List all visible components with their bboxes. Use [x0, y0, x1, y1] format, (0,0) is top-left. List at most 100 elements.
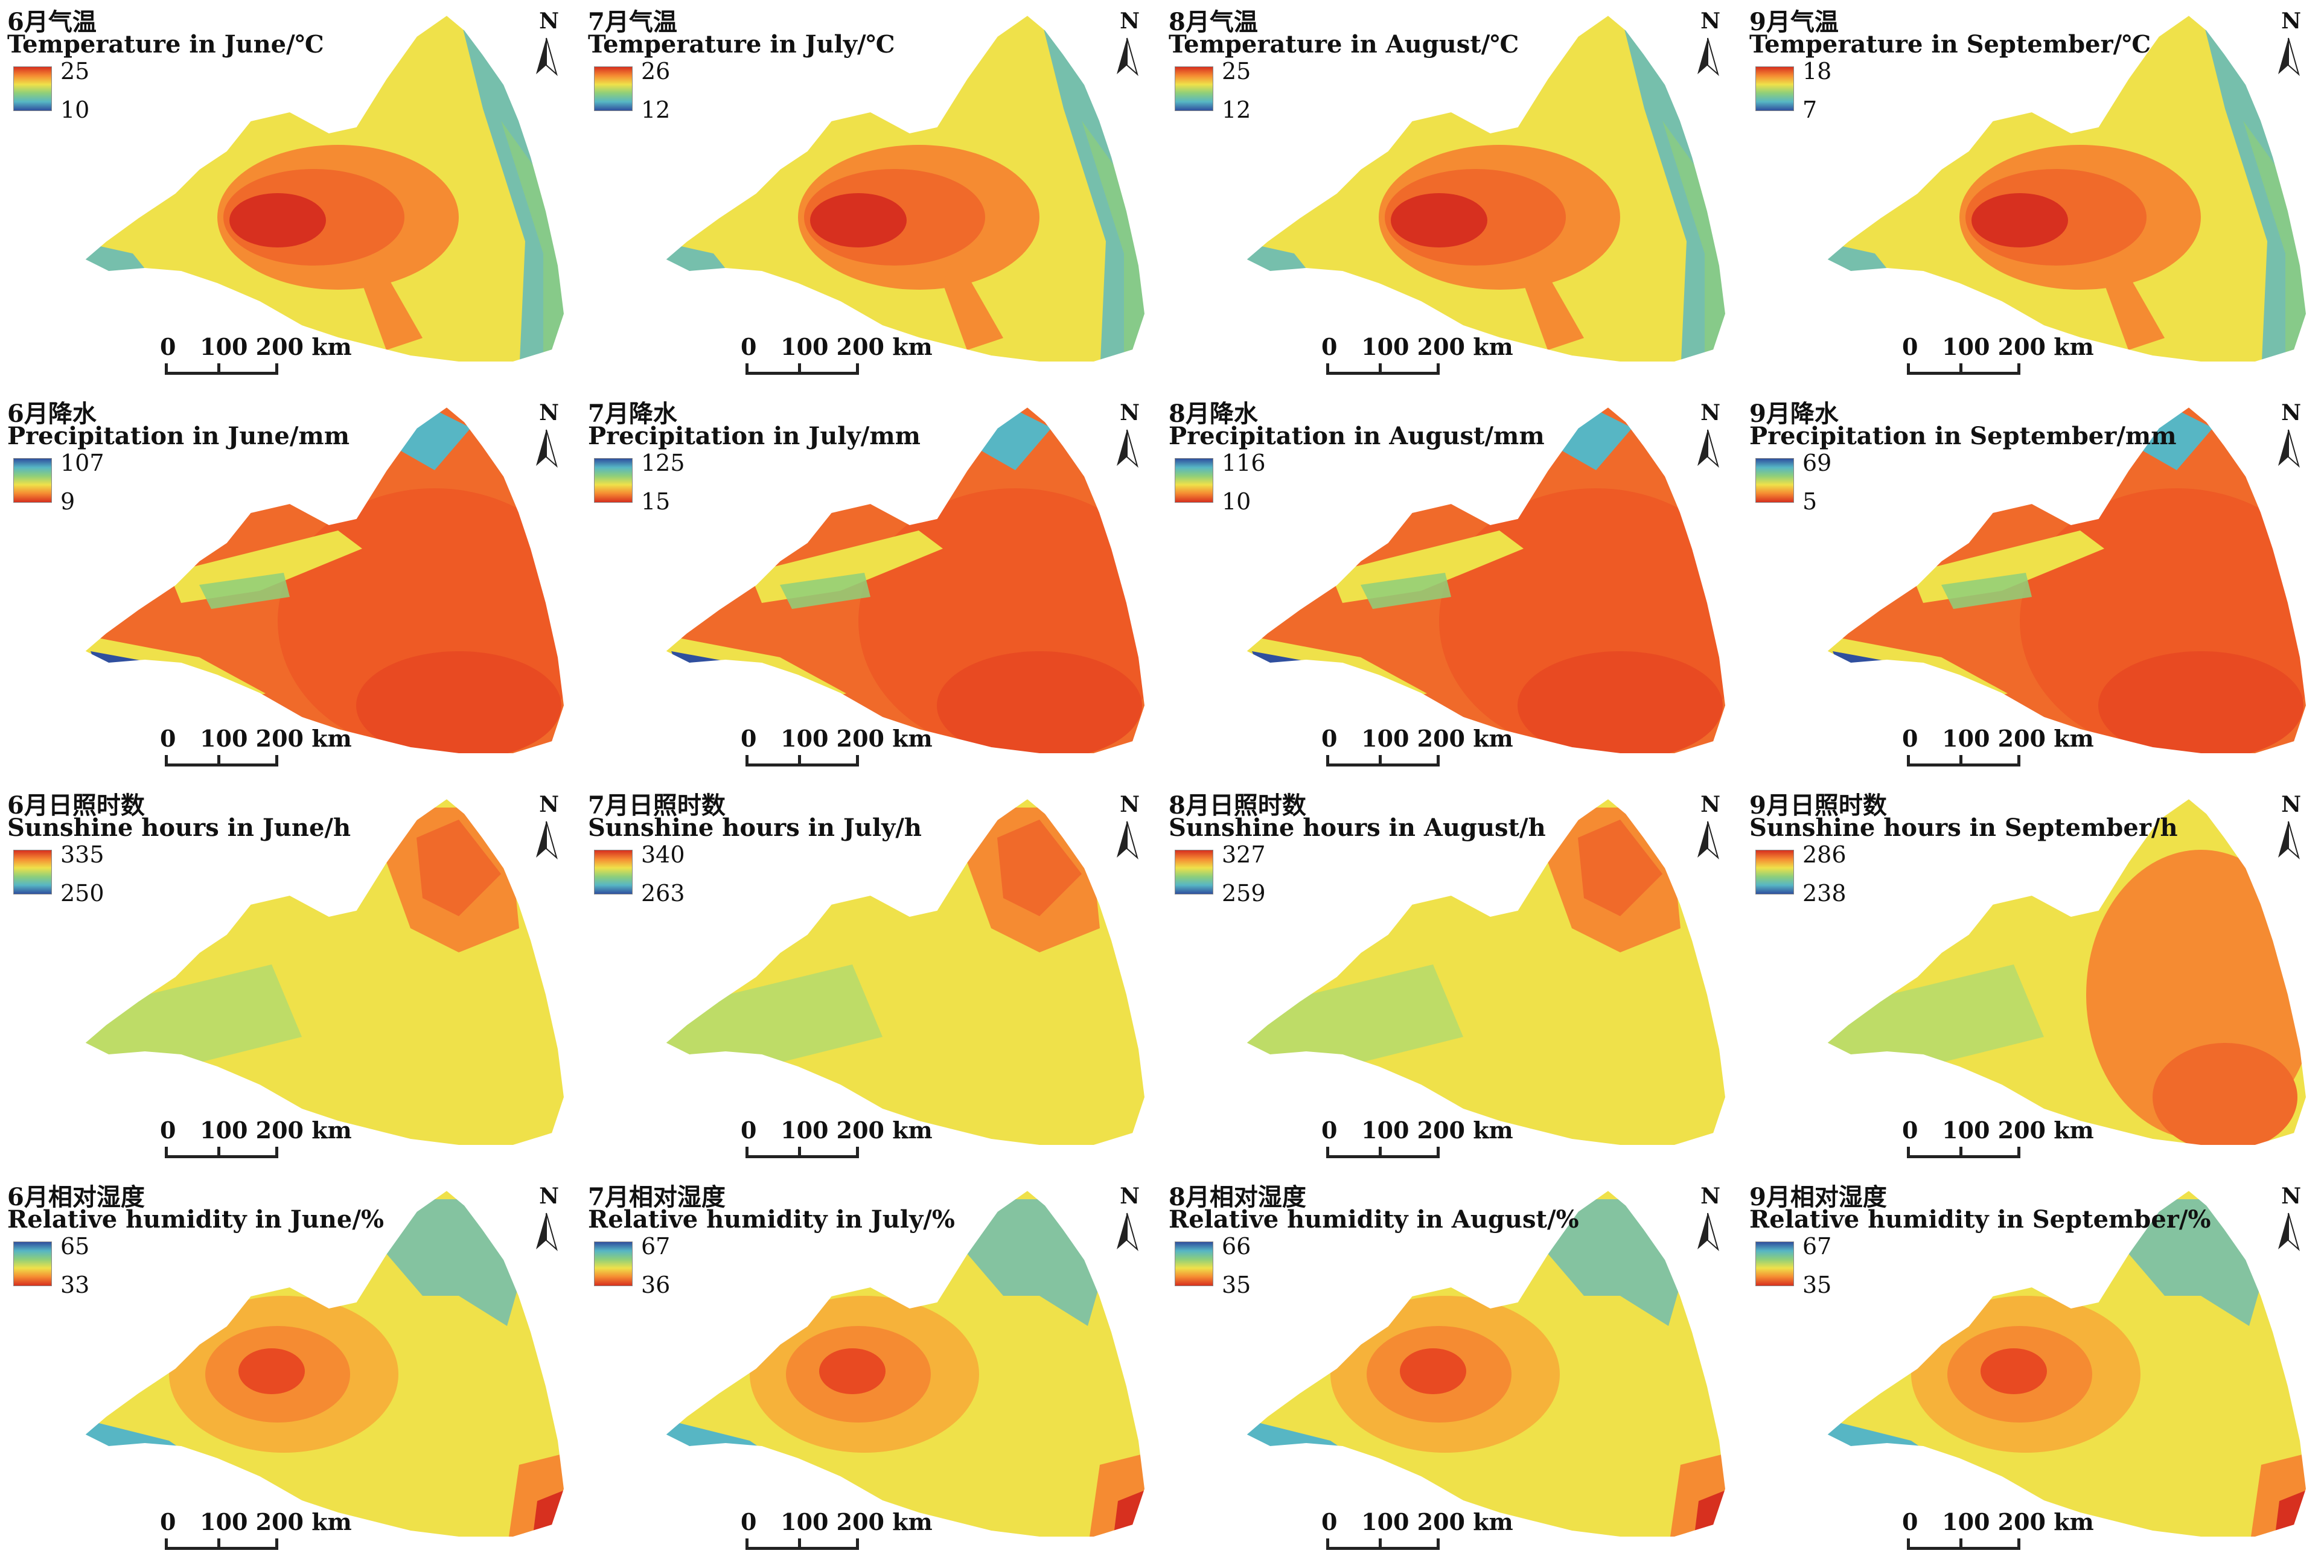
legend-min-value: 10 [60, 97, 90, 123]
panel-title-cn: 8月相对湿度 [1169, 1183, 1306, 1211]
scale-bar-tick [1379, 1538, 1382, 1547]
scale-bar-line [165, 1538, 278, 1550]
scale-bar-line [1907, 1147, 2020, 1158]
legend-min-value: 12 [1222, 97, 1251, 123]
scale-bar: 0 100 200 km [160, 1117, 352, 1165]
region-map [664, 797, 1146, 1146]
north-arrow-icon [1117, 37, 1138, 77]
scale-bar-tick [798, 1538, 801, 1547]
scale-bar-label: 0 100 200 km [1321, 333, 1513, 360]
legend-color-ramp [594, 66, 633, 111]
legend-min-value: 259 [1222, 880, 1266, 907]
legend-min-value: 35 [1222, 1272, 1251, 1298]
north-label: N [2281, 400, 2301, 425]
map-panel-precipitation-3: 8月降水 Precipitation in August/mm 116 10 N 0 10… [1161, 392, 1742, 783]
north-arrow-icon [536, 821, 558, 860]
legend-color-ramp [1175, 850, 1213, 894]
scale-bar: 0 100 200 km [741, 1117, 933, 1165]
panel-title-cn: 8月日照时数 [1169, 791, 1306, 820]
north-arrow-icon [1697, 37, 1719, 77]
legend-max-value: 69 [1802, 450, 1832, 476]
map-panel-humidity-3: 8月相对湿度 Relative humidity in August/% 66 35 N… [1161, 1175, 1742, 1567]
region-map [1825, 406, 2308, 754]
scale-bar: 0 100 200 km [1902, 1117, 2094, 1165]
legend-min-value: 7 [1802, 97, 1818, 123]
panel-title-en: Temperature in June/℃ [7, 30, 324, 59]
region-map [1245, 406, 1727, 754]
panel-title-en: Temperature in July/℃ [588, 30, 895, 59]
north-label: N [539, 1184, 559, 1209]
panel-title-cn: 9月相对湿度 [1749, 1183, 1887, 1211]
scale-bar-tick [1379, 363, 1382, 372]
map-panel-sunshine-3: 8月日照时数 Sunshine hours in August/h 327 259 N 0… [1161, 783, 1742, 1175]
legend-min-value: 10 [1222, 488, 1251, 515]
legend-min-value: 263 [641, 880, 685, 907]
map-panel-precipitation-1: 6月降水 Precipitation in June/mm 107 9 N 0 100 2… [0, 392, 581, 783]
scale-bar-line [165, 755, 278, 766]
panel-title-cn: 8月气温 [1169, 8, 1258, 36]
scale-bar-tick [798, 363, 801, 372]
legend-max-value: 18 [1802, 58, 1832, 84]
map-panel-temperature-2: 7月气温 Temperature in July/℃ 26 12 N 0 100 200 … [581, 0, 1161, 392]
panel-title-cn: 6月相对湿度 [7, 1183, 145, 1211]
legend-min-value: 12 [641, 97, 671, 123]
legend-min-value: 238 [1802, 880, 1847, 907]
panel-title-en: Relative humidity in September/% [1749, 1205, 2211, 1234]
scale-bar-tick [217, 755, 220, 763]
scale-bar-tick [1959, 1147, 1962, 1155]
north-label: N [539, 400, 559, 425]
legend-max-value: 66 [1222, 1233, 1251, 1260]
panel-title-cn: 7月日照时数 [588, 791, 726, 820]
north-label: N [1120, 8, 1140, 34]
scale-bar-tick [1379, 755, 1382, 763]
scale-bar: 0 100 200 km [1321, 1508, 1513, 1557]
scale-bar-label: 0 100 200 km [741, 333, 933, 360]
scale-bar-line [745, 1147, 859, 1158]
legend-min-value: 36 [641, 1272, 671, 1298]
north-arrow-icon [2278, 1213, 2300, 1252]
panel-title-en: Precipitation in August/mm [1169, 422, 1545, 450]
scale-bar-line [745, 1538, 859, 1550]
north-arrow-icon [536, 1213, 558, 1252]
scale-bar-line [1326, 755, 1440, 766]
panel-title-en: Precipitation in July/mm [588, 422, 921, 450]
north-arrow-icon [1117, 429, 1138, 468]
legend-color-ramp [1755, 458, 1794, 503]
scale-bar-label: 0 100 200 km [1321, 725, 1513, 752]
legend-max-value: 25 [1222, 58, 1251, 84]
legend-min-value: 33 [60, 1272, 90, 1298]
legend-min-value: 15 [641, 488, 671, 515]
north-label: N [2281, 8, 2301, 34]
panel-title-cn: 7月相对湿度 [588, 1183, 726, 1211]
panel-title-cn: 6月日照时数 [7, 791, 145, 820]
scale-bar-label: 0 100 200 km [1321, 1508, 1513, 1535]
north-label: N [1700, 8, 1720, 34]
scale-bar-label: 0 100 200 km [160, 333, 352, 360]
scale-bar: 0 100 200 km [1902, 333, 2094, 381]
north-label: N [1120, 1184, 1140, 1209]
scale-bar: 0 100 200 km [741, 333, 933, 381]
region-map [83, 14, 566, 363]
scale-bar: 0 100 200 km [741, 1508, 933, 1557]
scale-bar-tick [798, 1147, 801, 1155]
legend-max-value: 125 [641, 450, 685, 476]
scale-bar-label: 0 100 200 km [160, 725, 352, 752]
region-map [83, 1189, 566, 1538]
north-arrow-icon [1697, 821, 1719, 860]
scale-bar-label: 0 100 200 km [160, 1117, 352, 1144]
north-arrow-icon [2278, 429, 2300, 468]
north-label: N [1700, 792, 1720, 817]
north-arrow-icon [536, 37, 558, 77]
panel-title-en: Precipitation in June/mm [7, 422, 350, 450]
panel-title-en: Sunshine hours in August/h [1169, 814, 1546, 842]
legend-color-ramp [13, 1241, 52, 1286]
legend-min-value: 35 [1802, 1272, 1832, 1298]
map-panel-temperature-1: 6月气温 Temperature in June/℃ 25 10 N 0 100 200 … [0, 0, 581, 392]
panel-title-en: Sunshine hours in September/h [1749, 814, 2178, 842]
panel-title-cn: 7月降水 [588, 400, 677, 428]
scale-bar-tick [217, 363, 220, 372]
legend-max-value: 65 [60, 1233, 90, 1260]
scale-bar-line [745, 755, 859, 766]
region-map [664, 14, 1146, 363]
scale-bar: 0 100 200 km [160, 333, 352, 381]
